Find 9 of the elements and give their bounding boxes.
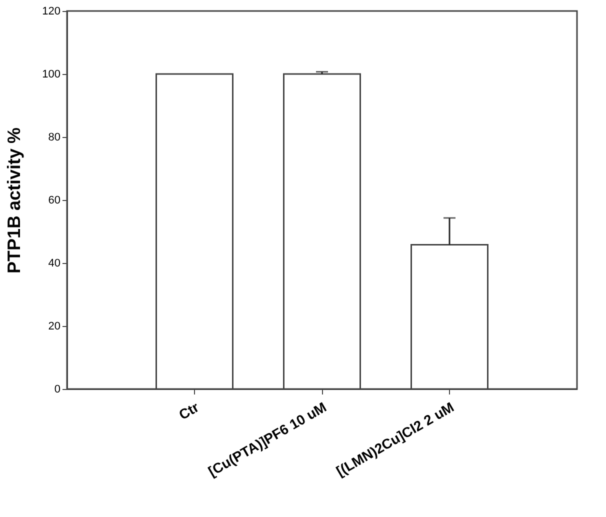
x-tick-label: Ctr bbox=[176, 398, 202, 423]
y-tick-label: 60 bbox=[48, 194, 60, 206]
y-tick-label: 0 bbox=[54, 384, 60, 396]
y-axis-title: PTP1B activity % bbox=[4, 127, 24, 274]
y-tick-label: 120 bbox=[42, 6, 60, 18]
y-tick-label: 80 bbox=[48, 132, 60, 144]
y-tick-label: 40 bbox=[48, 258, 60, 270]
y-tick-label: 20 bbox=[48, 320, 60, 332]
y-tick-label: 100 bbox=[42, 68, 60, 80]
